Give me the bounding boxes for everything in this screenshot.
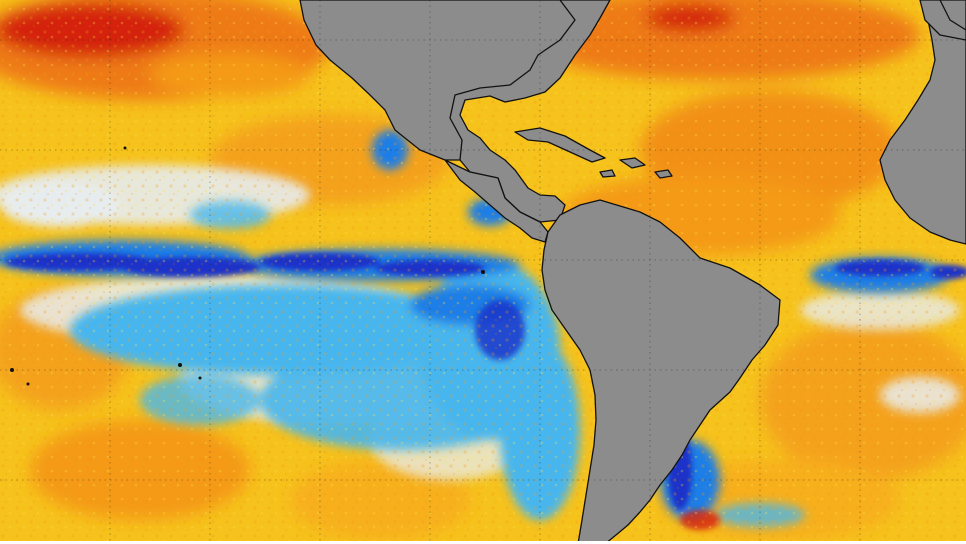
map-canvas [0, 0, 966, 544]
sst-anomaly-map [0, 0, 966, 544]
